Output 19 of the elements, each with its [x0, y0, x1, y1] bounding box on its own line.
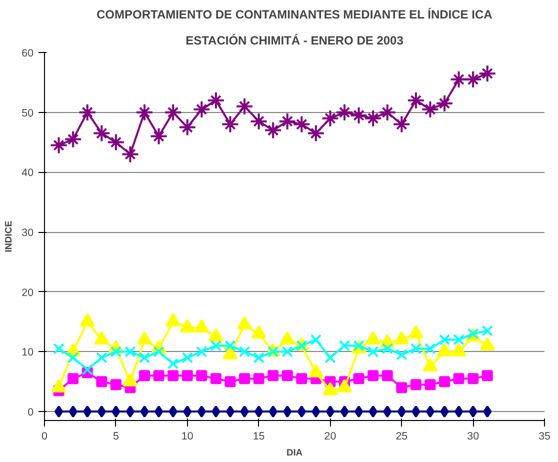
y-tick-label: 30: [22, 227, 34, 240]
y-tick-label: 20: [22, 286, 34, 299]
x-tick-label: 15: [252, 430, 265, 442]
y-tick-label: 0: [28, 406, 34, 419]
y-tick-label: 50: [22, 107, 34, 120]
y-tick-label: 60: [22, 48, 34, 60]
chart-title: COMPORTAMIENTO DE CONTAMINANTES MEDIANTE EL ÍNDICE ICA: [96, 8, 493, 22]
x-axis-title: DIA: [286, 448, 303, 458]
x-tick-label: 0: [42, 430, 48, 442]
x-tick-label: 35: [538, 430, 550, 442]
y-tick-label: 10: [22, 346, 34, 359]
x-tick-label: 20: [324, 430, 336, 442]
x-tick-label: 30: [467, 430, 480, 442]
y-tick-label: 40: [22, 167, 34, 180]
x-tick-label: 25: [396, 430, 408, 442]
y-axis-title: INDICE: [4, 220, 14, 252]
chart-subtitle: ESTACIÓN CHIMITÁ - ENERO DE 2003: [186, 34, 404, 48]
x-tick-label: 10: [181, 430, 194, 442]
x-tick-label: 5: [112, 430, 119, 442]
